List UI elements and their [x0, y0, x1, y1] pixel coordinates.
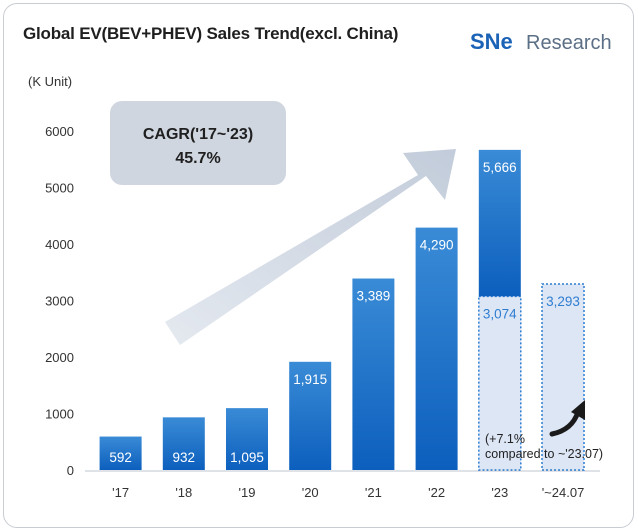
sne-research-logo: SNe Research — [470, 26, 615, 61]
y-tick-label: 6000 — [45, 124, 74, 139]
bar-annual-label-1: 932 — [173, 450, 196, 465]
bar-annual-1 — [162, 417, 205, 470]
bar-annual-label-5: 4,290 — [420, 238, 454, 253]
y-tick-label: 1000 — [45, 407, 74, 422]
x-tick-label: '19 — [239, 485, 256, 500]
logo-mark: SNe — [470, 29, 513, 54]
logo-graphic: SNe Research — [470, 29, 612, 54]
y-tick-label: 4000 — [45, 237, 74, 252]
bar-annual-5 — [415, 227, 458, 470]
growth-arrowhead-icon — [571, 400, 585, 420]
bar-annual-label-3: 1,915 — [293, 372, 327, 387]
logo-text: Research — [526, 32, 612, 54]
x-tick-label: '~24.07 — [542, 485, 585, 500]
x-tick-label: '18 — [175, 485, 192, 500]
bar-annual-label-0: 592 — [109, 450, 132, 465]
bar-annual-3 — [289, 361, 332, 470]
x-tick-label: '21 — [365, 485, 382, 500]
growth-note-line2: compared to ~'23.07) — [485, 447, 603, 461]
cagr-value: 45.7% — [175, 150, 220, 167]
x-tick-label: '22 — [428, 485, 445, 500]
y-tick-label: 3000 — [45, 294, 74, 309]
bar-ytd-label-6: 3,074 — [483, 306, 517, 321]
growth-note-line1: (+7.1% — [485, 432, 525, 446]
bar-ytd-7 — [541, 283, 585, 471]
x-tick-label: '23 — [491, 485, 508, 500]
y-tick-label: 0 — [67, 463, 74, 478]
y-unit-label: (K Unit) — [28, 74, 73, 89]
cagr-callout-box — [110, 101, 286, 185]
bar-annual-0 — [99, 436, 142, 470]
bar-annual-label-2: 1,095 — [230, 450, 264, 465]
cagr-label: CAGR('17~'23) — [143, 126, 253, 143]
bar-annual-label-4: 3,389 — [357, 289, 391, 304]
bar-annual-6 — [478, 149, 521, 297]
bar-annual-2 — [226, 408, 268, 470]
bar-ytd-label-7: 3,293 — [546, 294, 580, 309]
x-tick-label: '17 — [112, 485, 129, 500]
y-tick-label: 2000 — [45, 350, 74, 365]
bar-annual-4 — [352, 278, 395, 470]
x-tick-label: '20 — [302, 485, 319, 500]
chart-title: Global EV(BEV+PHEV) Sales Trend(excl. Ch… — [23, 24, 399, 43]
bar-annual-label-6: 5,666 — [483, 160, 517, 175]
y-tick-label: 5000 — [45, 181, 74, 196]
growth-arrow — [165, 149, 456, 345]
